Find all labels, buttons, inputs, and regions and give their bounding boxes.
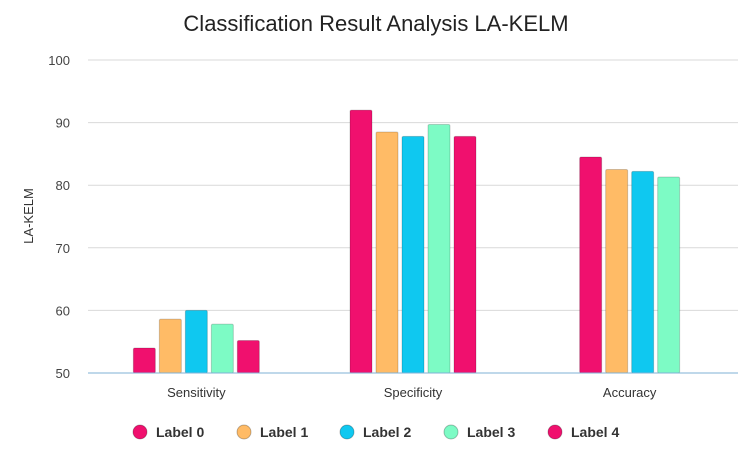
y-tick-label: 100 (48, 53, 70, 68)
bar-label-2-specificity (401, 135, 425, 374)
legend-label: Label 1 (260, 424, 308, 440)
bar-label-3-specificity (427, 123, 451, 374)
legend-label: Label 4 (571, 424, 619, 440)
bar-label-4-specificity (453, 135, 477, 374)
bar-label-3-accuracy (657, 176, 681, 374)
y-axis-ticks: 50 60 70 80 90 100 (48, 53, 70, 381)
bar-label-1-accuracy (605, 169, 629, 374)
bar-label-3-sensitivity (210, 323, 234, 374)
x-category-label: Sensitivity (167, 385, 226, 400)
bar-label-2-accuracy (631, 170, 655, 374)
x-category-label: Specificity (384, 385, 443, 400)
bar-label-0-accuracy (579, 156, 603, 374)
bar-label-2-sensitivity (184, 309, 208, 374)
bar-label-0-sensitivity (132, 347, 156, 374)
y-tick-label: 60 (56, 303, 70, 318)
legend-swatch-icon (236, 424, 252, 440)
x-category-label: Accuracy (603, 385, 657, 400)
legend: Label 0 Label 1 Label 2 Label 3 Label 4 (132, 424, 619, 440)
y-tick-label: 70 (56, 241, 70, 256)
y-tick-label: 90 (56, 116, 70, 131)
y-axis-title: LA-KELM (21, 188, 36, 244)
legend-swatch-icon (339, 424, 355, 440)
y-tick-label: 80 (56, 178, 70, 193)
bar-label-1-specificity (375, 131, 399, 374)
bar-label-0-specificity (349, 109, 373, 374)
bar-label-4-sensitivity (236, 339, 260, 374)
legend-label: Label 0 (156, 424, 204, 440)
legend-swatch-icon (547, 424, 563, 440)
x-axis-categories: Sensitivity Specificity Accuracy (167, 385, 657, 400)
legend-swatch-icon (443, 424, 459, 440)
legend-label: Label 2 (363, 424, 411, 440)
bar-label-1-sensitivity (158, 318, 182, 374)
bars (132, 109, 681, 374)
legend-label: Label 3 (467, 424, 515, 440)
y-tick-label: 50 (56, 366, 70, 381)
legend-swatch-icon (132, 424, 148, 440)
chart-title: Classification Result Analysis LA-KELM (183, 11, 568, 36)
